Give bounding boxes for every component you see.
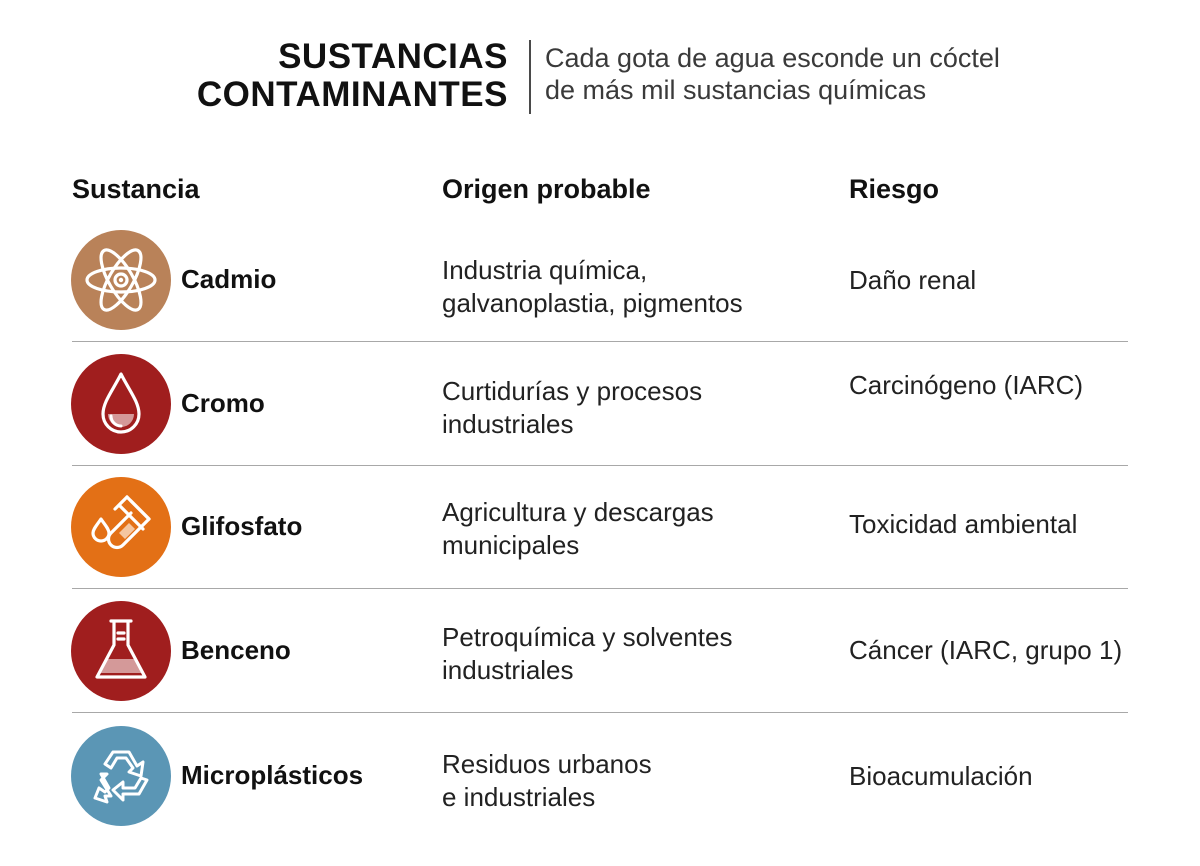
test-tube-icon [71, 477, 171, 577]
substance-name: Glifosfato [181, 511, 303, 541]
flask-icon [71, 601, 171, 701]
page-title: SUSTANCIAS CONTAMINANTES [197, 38, 508, 114]
row-divider [72, 712, 1128, 713]
substance-origin: Residuos urbanos e industriales [442, 748, 652, 814]
origin-line-1: Petroquímica y solventes [442, 622, 733, 652]
substance-origin: Agricultura y descargas municipales [442, 496, 714, 562]
infographic-header: SUSTANCIAS CONTAMINANTES Cada gota de ag… [0, 36, 1200, 116]
substance-name: Benceno [181, 635, 291, 665]
row-divider [72, 341, 1128, 342]
substance-origin: Industria química, galvanoplastia, pigme… [442, 254, 743, 320]
origin-line-1: Residuos urbanos [442, 749, 652, 779]
recycle-icon [71, 726, 171, 826]
column-header-origin: Origen probable [442, 174, 651, 204]
table-row-glifosfato: Glifosfato Agricultura y descargas munic… [0, 465, 1200, 589]
substance-name: Cadmio [181, 264, 277, 294]
title-divider [529, 40, 531, 114]
table-row-benceno: Benceno Petroquímica y solventes industr… [0, 589, 1200, 713]
substance-risk: Bioacumulación [849, 761, 1033, 791]
origin-line-1: Agricultura y descargas [442, 497, 714, 527]
title-line-1: SUSTANCIAS [278, 37, 508, 76]
subtitle-line-1: Cada gota de agua esconde un cóctel [545, 43, 1000, 73]
water-drop-icon [71, 354, 171, 454]
title-line-2: CONTAMINANTES [196, 75, 508, 114]
column-header-risk: Riesgo [849, 174, 940, 204]
table-row-cadmio: Cadmio Industria química, galvanoplastia… [0, 218, 1200, 342]
table-row-microplasticos: Microplásticos Residuos urbanos e indust… [0, 714, 1200, 838]
substance-risk: Daño renal [849, 265, 977, 295]
subtitle-line-2: de más mil sustancias químicas [545, 75, 927, 105]
substance-name: Cromo [181, 388, 265, 418]
origin-line-1: Industria química, [442, 255, 648, 285]
substance-risk: Cáncer (IARC, grupo 1) [849, 635, 1123, 665]
atom-icon [71, 230, 171, 330]
origin-line-2: industriales [442, 655, 574, 685]
substance-risk: Toxicidad ambiental [849, 509, 1078, 539]
origin-line-2: municipales [442, 530, 580, 560]
column-header-substance: Sustancia [72, 174, 200, 204]
origin-line-1: Curtidurías y procesos [442, 376, 703, 406]
row-divider [72, 588, 1128, 589]
substance-name: Microplásticos [181, 760, 364, 790]
page-subtitle: Cada gota de agua esconde un cóctel de m… [545, 42, 1000, 106]
substance-origin: Curtidurías y procesos industriales [442, 375, 702, 441]
origin-line-2: industriales [442, 409, 574, 439]
table-row-cromo: Cromo Curtidurías y procesos industriale… [0, 342, 1200, 466]
substance-origin: Petroquímica y solventes industriales [442, 621, 732, 687]
substance-risk: Carcinógeno (IARC) [849, 370, 1084, 400]
origin-line-2: e industriales [442, 782, 596, 812]
origin-line-2: galvanoplastia, pigmentos [442, 288, 743, 318]
row-divider [72, 465, 1128, 466]
